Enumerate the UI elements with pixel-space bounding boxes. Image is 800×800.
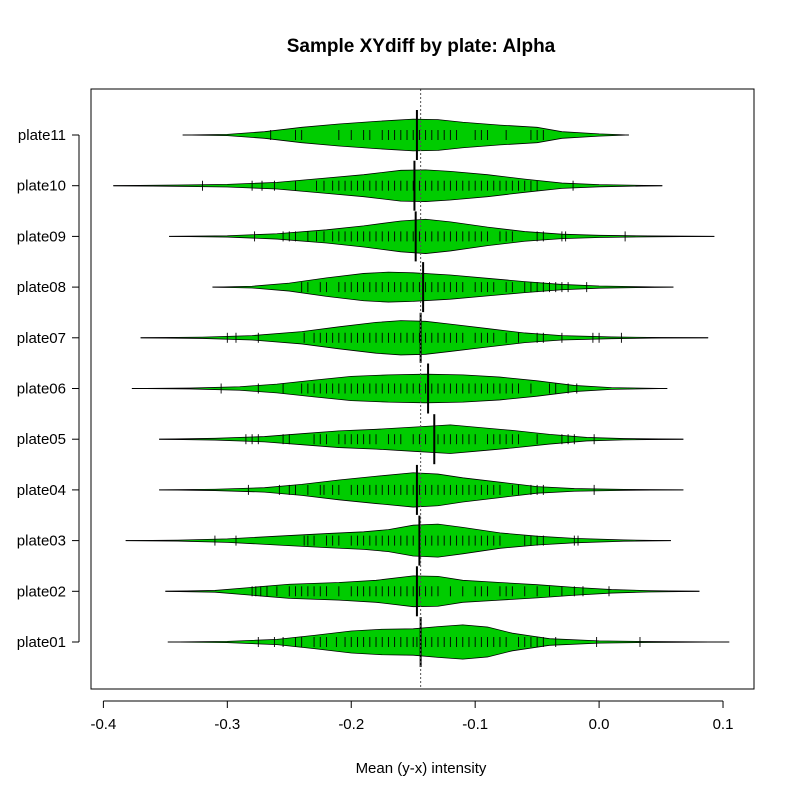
bean-density-shape [167,624,730,660]
bean-plate05 [159,414,684,465]
x-tick-label: 0.0 [589,716,610,733]
x-tick-label: -0.1 [462,716,488,733]
x-tick-label: -0.4 [90,716,116,733]
y-tick-label: plate06 [17,381,66,398]
x-axis-title: Mean (y-x) intensity [356,760,487,777]
bean-plate09 [169,211,715,262]
y-tick-label: plate10 [17,178,66,195]
bean-plate02 [165,566,700,617]
bean-density-shape [125,523,671,558]
chart-title: Sample XYdiff by plate: Alpha [287,36,556,57]
bean-density-shape [159,424,684,454]
y-tick-label: plate04 [17,482,66,499]
bean-density-shape [212,271,674,303]
bean-density-shape [182,118,629,152]
x-axis: -0.4 -0.3 -0.2 -0.1 0.0 0.1 [90,700,734,733]
beans-layer [113,110,730,667]
bean-density-shape [113,169,663,202]
bean-density-shape [131,373,668,404]
y-tick-label: plate09 [17,228,66,245]
bean-plate11 [182,110,629,160]
bean-density-shape [159,472,684,508]
y-tick-label: plate08 [17,279,66,296]
x-tick-label: -0.3 [214,716,240,733]
y-axis: plate01 plate02 plate03 plate04 plate05 plate… [17,127,80,651]
bean-plate10 [113,160,663,211]
bean-plate04 [159,464,684,515]
y-tick-label: plate05 [17,431,66,448]
y-tick-label: plate01 [17,634,66,651]
bean-density-shape [165,575,700,608]
bean-plate07 [140,312,709,363]
y-tick-label: plate02 [17,583,66,600]
bean-density-shape [140,320,709,356]
x-tick-label: -0.2 [338,716,364,733]
x-tick-label: 0.1 [713,716,734,733]
y-tick-label: plate11 [18,127,66,144]
bean-plate08 [212,262,674,313]
bean-plate03 [125,515,671,566]
bean-density-shape [169,218,715,254]
plot-frame [90,88,755,690]
y-tick-label: plate07 [17,330,66,347]
y-tick-label: plate03 [17,533,66,550]
bean-plate06 [131,363,668,414]
